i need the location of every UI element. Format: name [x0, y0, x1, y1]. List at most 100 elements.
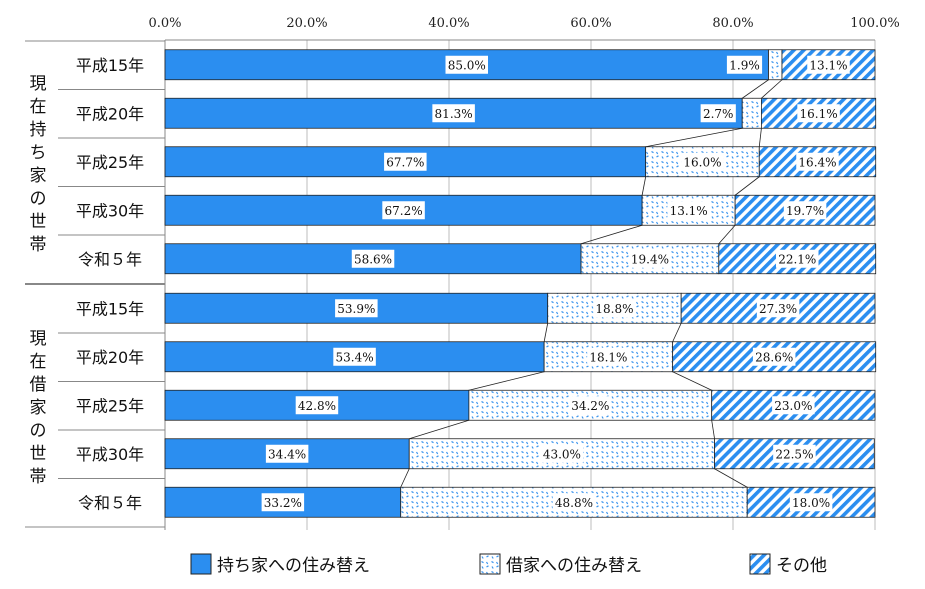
- data-label: 18.8%: [595, 302, 633, 316]
- data-label-box: [726, 55, 763, 74]
- data-label-box: [333, 347, 376, 366]
- category-label: 平成20年: [76, 348, 144, 367]
- x-tick-label: 20.0%: [286, 16, 327, 31]
- x-tick-label: 40.0%: [428, 16, 469, 31]
- legend-swatch: [749, 553, 771, 575]
- data-label: 67.7%: [386, 155, 424, 169]
- category-label: 平成15年: [76, 299, 144, 318]
- data-label: 18.0%: [792, 496, 830, 510]
- data-label: 34.2%: [571, 399, 609, 413]
- data-label-box: [552, 493, 596, 512]
- data-label-box: [776, 249, 819, 268]
- data-label-box: [295, 396, 339, 415]
- data-label: 2.7%: [703, 107, 734, 121]
- data-label-box: [700, 104, 736, 123]
- data-label: 19.4%: [631, 252, 669, 266]
- data-label-box: [628, 249, 672, 268]
- data-label-box: [783, 201, 827, 220]
- x-tick-label: 100.0%: [850, 16, 900, 31]
- data-label-box: [445, 55, 488, 74]
- series-line: [543, 323, 549, 342]
- data-label-box: [593, 299, 636, 318]
- category-label: 令和５年: [78, 250, 142, 269]
- group-label: 現在借家の世帯: [30, 329, 47, 487]
- data-label: 81.3%: [435, 107, 473, 121]
- data-label: 23.0%: [774, 399, 812, 413]
- data-label-box: [432, 104, 475, 123]
- data-label: 34.4%: [268, 447, 306, 461]
- x-tick-label: 80.0%: [712, 16, 753, 31]
- series-connector-lines: [400, 79, 783, 488]
- data-label-box: [265, 444, 309, 463]
- data-label-box: [797, 104, 840, 123]
- category-label: 令和５年: [78, 493, 142, 512]
- data-label: 85.0%: [448, 58, 486, 72]
- data-label-box: [772, 396, 815, 415]
- series-line: [645, 127, 743, 148]
- data-label: 48.8%: [555, 496, 593, 510]
- x-tick-labels: 0.0% 20.0% 40.0% 60.0% 80.0% 100.0%: [148, 16, 899, 31]
- legend-label: その他: [776, 556, 827, 576]
- data-label-box: [796, 152, 839, 171]
- data-label-box: [351, 249, 395, 268]
- legend-swatch: [190, 553, 212, 575]
- data-label-box: [569, 396, 612, 415]
- series-line: [672, 323, 682, 342]
- data-label-box: [587, 347, 630, 366]
- series-line: [718, 224, 736, 245]
- data-label-box: [540, 444, 584, 463]
- data-label-box: [807, 55, 850, 74]
- series-line: [672, 371, 712, 391]
- data-label: 13.1%: [670, 204, 708, 218]
- category-labels: 平成15年平成20年平成25年平成30年令和５年平成15年平成20年平成25年平…: [76, 56, 144, 513]
- data-label: 42.8%: [298, 399, 336, 413]
- series-line: [758, 128, 762, 147]
- x-tick-label: 0.0%: [148, 16, 181, 31]
- data-label-box: [773, 444, 816, 463]
- series-line: [734, 176, 760, 196]
- data-label: 22.1%: [778, 252, 816, 266]
- data-label: 16.1%: [799, 107, 837, 121]
- series-line: [409, 419, 469, 440]
- data-label-box: [789, 493, 833, 512]
- bar-segment: [741, 97, 762, 129]
- data-label: 53.9%: [337, 302, 375, 316]
- data-label: 28.6%: [755, 350, 793, 364]
- data-label-box: [752, 347, 796, 366]
- data-label: 43.0%: [543, 447, 581, 461]
- legend-label: 借家への住み替え: [506, 556, 642, 576]
- bar-segment: [672, 341, 877, 373]
- x-tick-label: 60.0%: [570, 16, 611, 31]
- data-label: 53.4%: [336, 350, 374, 364]
- data-label: 33.2%: [264, 496, 302, 510]
- category-label: 平成30年: [76, 445, 144, 464]
- legend-label: 持ち家への住み替え: [217, 556, 370, 576]
- data-label-box: [382, 201, 425, 220]
- series-line: [468, 371, 545, 391]
- category-label: 平成25年: [76, 153, 144, 172]
- legend: 持ち家への住み替え 借家への住み替え その他: [190, 553, 827, 576]
- series-line: [580, 224, 643, 245]
- data-label: 58.6%: [354, 252, 392, 266]
- data-label: 18.1%: [589, 350, 627, 364]
- data-label: 1.9%: [729, 58, 760, 72]
- data-label: 27.3%: [759, 302, 797, 316]
- category-label: 平成15年: [76, 56, 144, 75]
- category-label: 平成25年: [76, 396, 144, 415]
- data-label-box: [384, 152, 427, 171]
- series-line: [741, 79, 769, 99]
- series-line: [400, 468, 410, 488]
- data-label-box: [681, 152, 724, 171]
- data-label: 16.4%: [798, 155, 836, 169]
- series-line: [711, 420, 715, 439]
- group-label: 現在持ち家の世帯: [30, 74, 47, 255]
- data-label-box: [756, 299, 800, 318]
- data-label: 13.1%: [809, 58, 847, 72]
- legend-swatch: [479, 553, 501, 575]
- series-line: [641, 176, 647, 196]
- category-label: 平成30年: [76, 201, 144, 220]
- data-label: 19.7%: [786, 204, 824, 218]
- data-label: 22.5%: [775, 447, 813, 461]
